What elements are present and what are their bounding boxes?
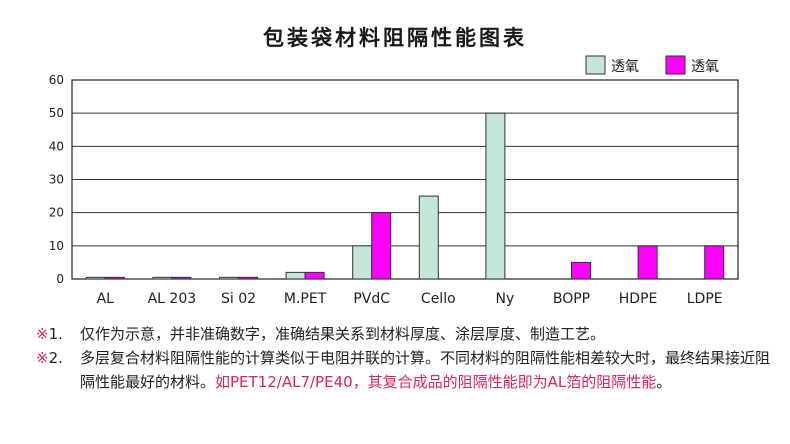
bar-1 <box>485 112 506 280</box>
y-tick-label: 40 <box>49 139 64 153</box>
bar-1 <box>352 245 373 280</box>
x-tick-label: PVdC <box>353 291 390 307</box>
legend-label: 透氧 <box>611 59 639 75</box>
note-number: 2. <box>48 349 63 367</box>
legend-label: 透氧 <box>691 59 719 75</box>
bar-2 <box>704 245 725 280</box>
notes: ※1. 仅作为示意，并非准确数字，准确结果关系到材料厚度、涂层厚度、制造工艺。 ※… <box>36 322 776 394</box>
y-tick-label: 30 <box>49 173 64 187</box>
y-tick-label: 0 <box>56 272 64 286</box>
note-highlight: 如PET12/AL7/PE40，其复合成品的阻隔性能即为AL箔的阻隔性能 <box>215 373 657 391</box>
note-text: 多层复合材料阻隔性能的计算类似于电阻并联的计算。不同材料的阻隔性能相差较大时，最… <box>80 349 771 391</box>
x-tick-label: AL <box>97 291 115 307</box>
plot-frame <box>71 79 739 280</box>
x-tick-label: HDPE <box>619 291 658 307</box>
note-mark: ※ <box>36 349 49 367</box>
x-tick-label: LDPE <box>687 291 723 307</box>
note-2: ※2. 多层复合材料阻隔性能的计算类似于电阻并联的计算。不同材料的阻隔性能相差较大… <box>36 346 776 394</box>
y-tick-label: 20 <box>49 206 64 220</box>
y-tick-label: 10 <box>49 239 64 253</box>
x-tick-label: M.PET <box>284 291 327 307</box>
chart-title: 包装袋材料阻隔性能图表 <box>263 26 527 50</box>
bar-2 <box>571 261 591 280</box>
note-mark: ※ <box>36 325 49 343</box>
bar-1 <box>85 276 106 280</box>
note-1: ※1. 仅作为示意，并非准确数字，准确结果关系到材料厚度、涂层厚度、制造工艺。 <box>36 322 776 346</box>
bar-1 <box>285 271 306 280</box>
x-tick-label: Cello <box>421 291 456 307</box>
bar-2 <box>171 276 192 280</box>
y-tick-label: 50 <box>49 106 64 120</box>
bar-2 <box>238 276 258 280</box>
bar-2 <box>371 212 392 280</box>
x-tick-label: Ny <box>496 291 515 307</box>
x-tick-label: AL 203 <box>148 291 197 307</box>
bar-1 <box>152 276 173 280</box>
x-tick-label: BOPP <box>553 291 590 307</box>
legend-swatch <box>585 55 606 75</box>
note-number: 1. <box>48 325 63 343</box>
bar-1 <box>418 195 439 280</box>
bar-2 <box>104 276 125 280</box>
legend-swatch <box>665 55 686 75</box>
note-text-end: 。 <box>656 373 672 391</box>
bar-chart: 0 10 20 30 40 50 60 AL AL 203 Si 02 M.PET PVdC Cello… <box>49 55 739 307</box>
y-tick-label: 60 <box>49 73 64 87</box>
note-text: 仅作为示意，并非准确数字，准确结果关系到材料厚度、涂层厚度、制造工艺。 <box>80 325 606 343</box>
bar-2 <box>304 271 325 280</box>
bar-2 <box>637 245 658 280</box>
x-tick-label: Si 02 <box>221 291 256 307</box>
bar-1 <box>219 276 239 280</box>
